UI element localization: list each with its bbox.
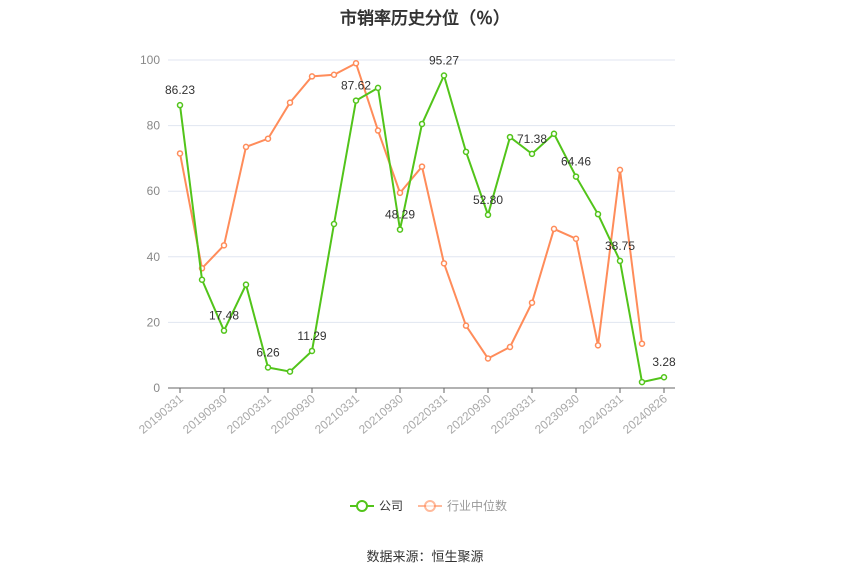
legend-item[interactable]: 行业中位数 (418, 498, 507, 513)
data-label: 86.23 (165, 83, 195, 97)
x-tick-label: 20230930 (532, 391, 582, 436)
data-point (176, 150, 184, 157)
legend-label: 行业中位数 (447, 498, 507, 513)
data-point (638, 378, 646, 386)
x-tick-label: 20200331 (224, 391, 274, 436)
data-point (286, 99, 294, 106)
legend-marker (356, 500, 368, 512)
y-tick-label: 40 (147, 250, 161, 264)
data-point (220, 242, 228, 249)
data-point (440, 72, 448, 79)
legend-label: 公司 (379, 499, 403, 513)
x-tick-label: 20210331 (312, 391, 362, 436)
data-point (572, 235, 580, 243)
data-label: 48.29 (385, 208, 415, 222)
data-point (198, 276, 206, 284)
data-label: 6.26 (256, 345, 280, 359)
x-tick-label: 20190930 (180, 391, 230, 436)
data-point (550, 225, 558, 233)
y-tick-label: 80 (147, 119, 161, 133)
y-tick-label: 0 (153, 381, 160, 395)
data-point (330, 220, 338, 228)
data-point (594, 210, 602, 218)
data-label: 11.29 (297, 329, 326, 343)
data-point (396, 189, 404, 197)
y-tick-label: 20 (147, 315, 161, 329)
data-point (506, 343, 514, 351)
data-point (264, 135, 272, 142)
data-point (242, 281, 250, 288)
data-point (462, 322, 470, 329)
data-label: 71.38 (517, 132, 547, 146)
data-point (616, 257, 624, 265)
data-point (352, 60, 360, 67)
data-point (440, 260, 448, 267)
data-point (528, 299, 536, 306)
x-tick-label: 20240331 (576, 391, 626, 436)
x-tick-label: 20210930 (356, 391, 406, 436)
data-point (484, 355, 492, 362)
data-point (550, 130, 558, 138)
data-point (308, 73, 316, 80)
data-point (264, 364, 272, 371)
legend-marker (424, 500, 436, 512)
data-point (572, 173, 580, 180)
data-label: 52.80 (473, 193, 503, 207)
data-label: 64.46 (561, 155, 591, 169)
data-point (484, 211, 492, 219)
x-tick-label: 20220930 (444, 391, 494, 436)
data-label: 17.48 (209, 309, 239, 323)
data-label: 95.27 (429, 54, 459, 68)
data-point (638, 340, 646, 347)
x-tick-label: 20190331 (136, 391, 186, 436)
x-tick-label: 20230331 (488, 391, 538, 436)
x-tick-label: 20240826 (620, 391, 670, 436)
data-point (506, 133, 514, 141)
y-tick-label: 100 (140, 53, 160, 67)
data-label: 3.28 (652, 355, 676, 369)
data-label: 38.75 (605, 239, 635, 253)
data-point (660, 373, 668, 381)
data-point (176, 101, 184, 109)
data-point (418, 120, 426, 128)
data-point (242, 143, 250, 151)
data-point (308, 347, 316, 355)
data-point (396, 226, 404, 233)
y-tick-label: 60 (147, 184, 161, 198)
data-point (286, 368, 294, 375)
legend-item[interactable]: 公司 (350, 499, 403, 513)
data-point (374, 127, 382, 134)
x-tick-label: 20200930 (268, 391, 318, 436)
data-point (616, 166, 624, 174)
data-point (528, 150, 536, 158)
data-point (352, 97, 360, 104)
data-label: 87.62 (341, 79, 371, 93)
data-point (418, 163, 426, 170)
data-point (462, 148, 470, 156)
source-note: 数据来源：恒生聚源 (366, 549, 484, 564)
data-point (594, 342, 602, 349)
chart-title: 市销率历史分位（％） (340, 9, 510, 28)
data-point (374, 84, 382, 92)
data-point (220, 327, 228, 334)
x-tick-label: 20220331 (400, 391, 450, 436)
data-point (330, 71, 338, 79)
